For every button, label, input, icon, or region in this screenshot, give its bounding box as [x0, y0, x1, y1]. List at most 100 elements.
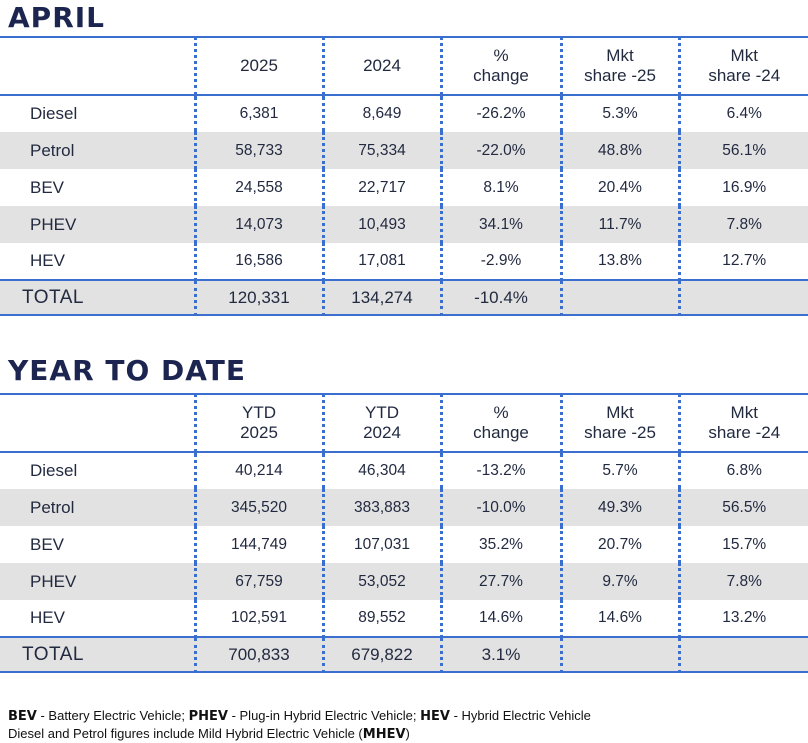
header-text: 2024	[325, 56, 440, 76]
table-cell: 53,052	[323, 563, 441, 600]
abbreviation: MHEV	[363, 727, 406, 742]
ytd-title: YEAR TO DATE	[8, 357, 246, 385]
row-label: PHEV	[0, 563, 195, 600]
april-column-header	[0, 37, 195, 95]
header-text: Mkt	[563, 46, 678, 66]
table-cell: 48.8%	[561, 132, 679, 169]
table-cell: 20.4%	[561, 169, 679, 206]
table-cell: 46,304	[323, 452, 441, 489]
total-cell: 3.1%	[441, 637, 561, 672]
header-text: 2025	[197, 423, 322, 443]
table-cell: 8.1%	[441, 169, 561, 206]
total-cell: -10.4%	[441, 280, 561, 315]
table-cell: 144,749	[195, 526, 323, 563]
table-cell: 67,759	[195, 563, 323, 600]
table-cell: 75,334	[323, 132, 441, 169]
total-cell	[679, 637, 808, 672]
table-cell: 6,381	[195, 95, 323, 132]
header-text: %	[443, 403, 560, 423]
table-cell: 22,717	[323, 169, 441, 206]
abbreviation: PHEV	[189, 709, 228, 724]
table-cell: 89,552	[323, 600, 441, 637]
april-column-header: 2024	[323, 37, 441, 95]
footnote-text: - Plug-in Hybrid Electric Vehicle;	[228, 708, 420, 723]
row-label: Petrol	[0, 132, 195, 169]
header-text: Mkt	[563, 403, 678, 423]
table-cell: 11.7%	[561, 206, 679, 243]
footnote-line-mhev: Diesel and Petrol figures include Mild H…	[8, 725, 591, 743]
table-cell: -22.0%	[441, 132, 561, 169]
header-text: Mkt	[681, 46, 808, 66]
table-cell: -26.2%	[441, 95, 561, 132]
footnote-text: )	[406, 726, 410, 741]
row-label: BEV	[0, 169, 195, 206]
table-cell: 16,586	[195, 243, 323, 280]
header-text: YTD	[197, 403, 322, 423]
total-cell	[679, 280, 808, 315]
ytd-column-header: %change	[441, 394, 561, 452]
table-cell: 102,591	[195, 600, 323, 637]
total-cell	[561, 637, 679, 672]
header-text: 2025	[197, 56, 322, 76]
april-title: APRIL	[8, 4, 105, 32]
table-cell: 35.2%	[441, 526, 561, 563]
header-text: Mkt	[681, 403, 808, 423]
total-cell: 700,833	[195, 637, 323, 672]
row-label: Diesel	[0, 95, 195, 132]
table-cell: 13.8%	[561, 243, 679, 280]
table-cell: 5.3%	[561, 95, 679, 132]
table-cell: 24,558	[195, 169, 323, 206]
table-cell: 9.7%	[561, 563, 679, 600]
abbreviation: HEV	[420, 709, 450, 724]
header-text: change	[443, 66, 560, 86]
row-label: HEV	[0, 600, 195, 637]
header-text: share -25	[563, 423, 678, 443]
abbreviation: BEV	[8, 709, 37, 724]
table-cell: 7.8%	[679, 563, 808, 600]
footnote-text: - Battery Electric Vehicle;	[37, 708, 189, 723]
table-cell: 34.1%	[441, 206, 561, 243]
table-cell: 14.6%	[561, 600, 679, 637]
table-cell: 6.8%	[679, 452, 808, 489]
total-label: TOTAL	[0, 637, 195, 672]
table-cell: 345,520	[195, 489, 323, 526]
header-text: YTD	[325, 403, 440, 423]
table-cell: 383,883	[323, 489, 441, 526]
row-label: BEV	[0, 526, 195, 563]
table-cell: 27.7%	[441, 563, 561, 600]
header-text: share -24	[681, 66, 808, 86]
table-cell: 8,649	[323, 95, 441, 132]
row-label: Petrol	[0, 489, 195, 526]
table-cell: 16.9%	[679, 169, 808, 206]
table-cell: 58,733	[195, 132, 323, 169]
table-cell: 7.8%	[679, 206, 808, 243]
april-column-header: %change	[441, 37, 561, 95]
header-text: share -25	[563, 66, 678, 86]
table-cell: 40,214	[195, 452, 323, 489]
total-cell: 679,822	[323, 637, 441, 672]
table-cell: 5.7%	[561, 452, 679, 489]
table-cell: 56.1%	[679, 132, 808, 169]
row-label: Diesel	[0, 452, 195, 489]
footnote-text: - Hybrid Electric Vehicle	[450, 708, 591, 723]
